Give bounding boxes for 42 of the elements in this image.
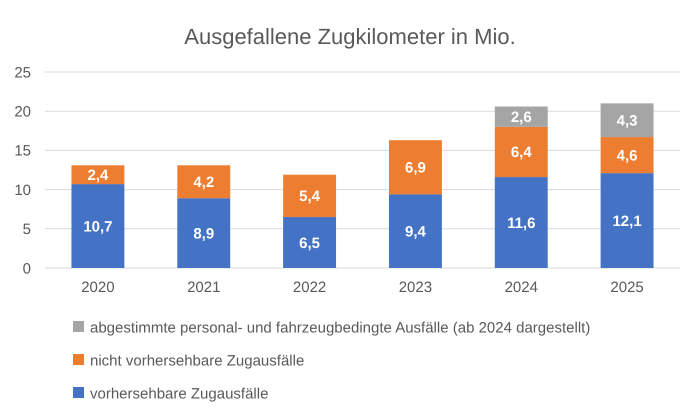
x-tick-label: 2022	[292, 279, 326, 296]
data-label: 6,9	[404, 160, 426, 177]
data-label: 12,1	[612, 212, 642, 230]
bar	[71, 184, 124, 268]
data-label: 10,7	[83, 218, 113, 236]
y-tick-label: 20	[14, 103, 31, 120]
data-label: 2,6	[510, 108, 532, 126]
x-tick-label: 2025	[610, 279, 644, 296]
bar	[494, 177, 548, 268]
bar	[283, 174, 336, 218]
bar	[388, 194, 442, 268]
legend-label: vorhersehbare Zugausfälle	[90, 385, 268, 402]
bar	[494, 126, 548, 178]
data-label: 4,3	[616, 112, 638, 130]
y-tick-label: 0	[22, 260, 31, 278]
data-label: 4,6	[616, 147, 638, 164]
data-label: 5,4	[299, 188, 321, 206]
data-label: 2,4	[87, 166, 109, 184]
legend-label: abgestimmte personal- und fahrzeugbedingte Ausfälle (ab 2024 dargestellt)	[90, 319, 590, 336]
data-label: 6,4	[510, 144, 532, 162]
data-label: 6,5	[299, 234, 320, 252]
bar	[600, 173, 654, 268]
x-tick-label: 2024	[504, 279, 538, 296]
bar	[388, 140, 442, 194]
data-label: 9,4	[404, 223, 426, 240]
legend-label: nicht vorhersehbare Zugausfälle	[90, 352, 304, 370]
chart-title: Ausgefallene Zugkilometer in Mio.	[184, 24, 516, 49]
data-label: 11,6	[507, 214, 536, 232]
y-tick-label: 5	[22, 221, 31, 238]
data-label: 4,2	[193, 174, 214, 192]
bar	[177, 198, 230, 268]
x-tick-label: 2023	[398, 279, 432, 296]
x-tick-label: 2020	[81, 279, 115, 296]
y-tick-label: 25	[14, 64, 31, 82]
bar	[177, 165, 230, 198]
bar	[600, 137, 654, 174]
y-tick-label: 10	[14, 182, 31, 199]
bar	[283, 217, 336, 268]
x-tick-label: 2021	[187, 279, 220, 296]
bar	[600, 103, 654, 138]
y-tick-label: 15	[14, 142, 31, 160]
data-label: 8,9	[193, 225, 214, 242]
